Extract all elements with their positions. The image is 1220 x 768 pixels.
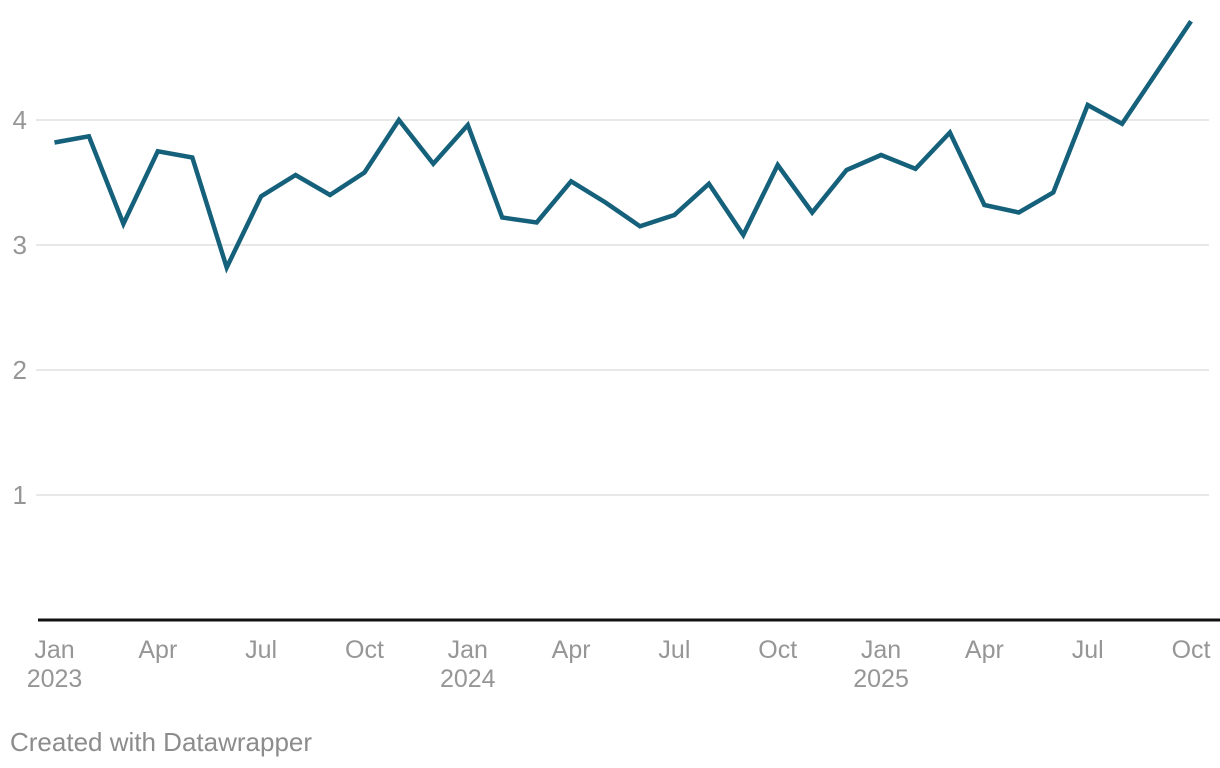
- x-tick-label-Apr: Apr: [552, 636, 591, 664]
- x-tick-label-Jan2024: Jan: [448, 636, 488, 664]
- x-tick-label-Jul: Jul: [245, 636, 277, 664]
- x-tick-year-2023: 2023: [27, 665, 83, 693]
- data-series-line: [54, 20, 1193, 274]
- x-tick-label-Jan2023: Jan: [34, 636, 74, 664]
- y-tick-label-3: 3: [13, 230, 27, 260]
- x-tick-label-Oct: Oct: [1172, 636, 1211, 664]
- x-tick-year-2024: 2024: [440, 665, 496, 693]
- x-tick-label-Jul: Jul: [1072, 636, 1104, 664]
- x-tick-label-Apr: Apr: [138, 636, 177, 664]
- x-tick-year-2025: 2025: [853, 665, 909, 693]
- y-tick-label-4: 4: [13, 105, 27, 135]
- datawrapper-credit: Created with Datawrapper: [10, 727, 313, 757]
- x-tick-label-Oct: Oct: [758, 636, 797, 664]
- x-tick-label-Jan2025: Jan: [861, 636, 901, 664]
- y-tick-label-1: 1: [13, 480, 27, 510]
- x-tick-label-Jul: Jul: [658, 636, 690, 664]
- x-tick-label-Apr: Apr: [965, 636, 1004, 664]
- x-tick-label-Oct: Oct: [345, 636, 384, 664]
- y-tick-label-2: 2: [13, 355, 27, 385]
